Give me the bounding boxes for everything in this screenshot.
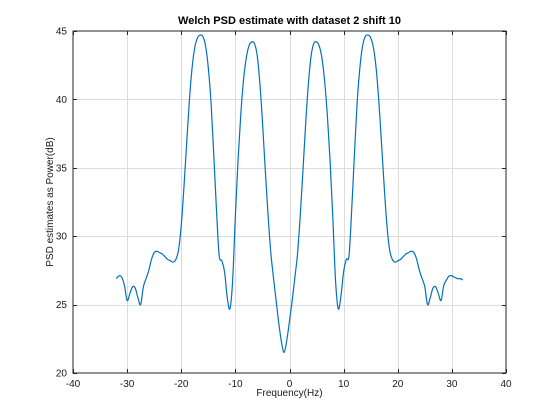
tick-marks [73,31,507,374]
psd-series-line [115,34,463,354]
chart-title: Welch PSD estimate with dataset 2 shift … [178,15,401,27]
x-tick-label: -40 [66,379,81,390]
x-tick-label: -30 [120,379,135,390]
y-tick-label: 20 [56,369,68,380]
tick-labels: -40 -30 -20 -10 0 10 20 30 40 20 25 30 35 40 45 [56,27,512,391]
y-tick-label: 40 [56,95,68,106]
x-tick-label: 20 [392,379,404,390]
x-tick-label: -10 [228,379,243,390]
x-tick-label: 10 [338,379,350,390]
y-tick-label: 25 [56,300,68,311]
x-tick-label: 0 [287,379,293,390]
x-axis-label: Frequency(Hz) [256,388,322,399]
x-tick-label: 30 [446,379,458,390]
y-axis-label: PSD estimates as Power(dB) [45,137,56,267]
x-tick-label: 40 [500,379,512,390]
series-layer [115,34,463,354]
y-tick-label: 35 [56,163,68,174]
y-tick-label: 30 [56,232,68,243]
axes-box [72,30,507,374]
y-tick-label: 45 [56,27,68,38]
plot-area-background [73,31,506,373]
x-tick-label: -20 [174,379,189,390]
